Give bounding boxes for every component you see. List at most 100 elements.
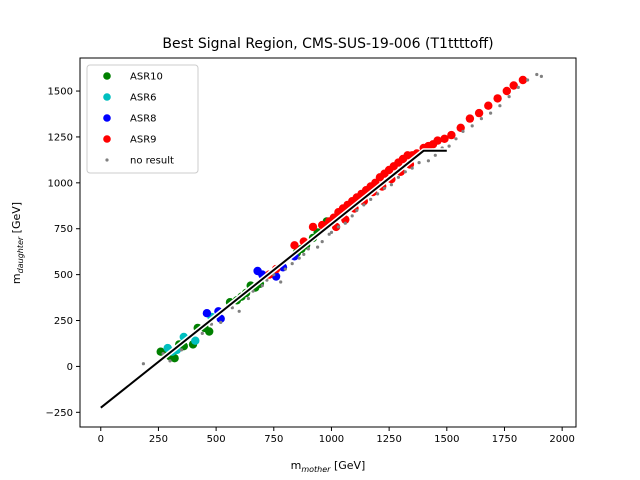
point [410, 166, 414, 170]
x-tick-label: 1750 [492, 434, 517, 445]
point [396, 175, 400, 179]
y-tick-label: 1250 [48, 132, 73, 143]
legend-label: ASR8 [130, 114, 157, 125]
point [461, 129, 465, 133]
point [279, 280, 283, 284]
x-axis: 0 250 500 750 1000 1250 1500 1750 2000 [98, 427, 575, 445]
x-tick-label: 1250 [376, 434, 401, 445]
point [516, 85, 520, 89]
y-tick-label: 0 [67, 362, 73, 373]
x-tick-label: 0 [98, 434, 104, 445]
point [170, 354, 179, 363]
legend-marker [103, 114, 111, 122]
point [433, 153, 437, 157]
point [191, 336, 200, 345]
point [539, 74, 544, 78]
legend-marker [103, 135, 111, 143]
legend-entry: ASR9 [103, 135, 157, 146]
point [382, 186, 387, 190]
y-tick-label: 750 [54, 224, 73, 235]
plot-frame [79, 57, 577, 428]
point [509, 81, 518, 90]
x-tick-label: 500 [207, 434, 226, 445]
y-axis-title: mdaughter [GeV] [10, 202, 25, 284]
exclusion-line [100, 149, 447, 409]
x-tick-label: 2000 [549, 434, 574, 445]
y-tick-label: −250 [46, 408, 73, 419]
x-axis-title-main: m [291, 459, 302, 472]
legend-box [86, 64, 199, 174]
point [306, 247, 310, 251]
point [454, 137, 458, 141]
point [230, 306, 234, 310]
legend-label: ASR9 [130, 135, 157, 146]
legend-entry: ASR10 [103, 72, 163, 83]
point [202, 309, 212, 318]
point [260, 284, 264, 288]
legend-label: ASR6 [130, 93, 157, 104]
x-tick-label: 250 [149, 434, 168, 445]
y-axis: −250 0 250 500 750 1000 1250 1500 [46, 87, 80, 419]
legend-marker [105, 158, 109, 162]
point [316, 245, 320, 249]
point [369, 197, 373, 201]
x-tick-label: 1500 [434, 434, 459, 445]
point [447, 130, 456, 140]
legend-entry: ASR8 [103, 114, 157, 125]
y-tick-label: 250 [54, 316, 73, 327]
point [507, 95, 511, 99]
legend-marker [103, 72, 111, 80]
x-tick-label: 1000 [319, 434, 344, 445]
point [489, 111, 493, 115]
point [465, 114, 475, 123]
point [389, 183, 393, 187]
point [526, 78, 530, 82]
y-tick-label: 500 [54, 270, 73, 281]
point [518, 75, 528, 85]
point [179, 348, 184, 352]
point [246, 296, 250, 301]
x-axis-title: mmother [GeV] [291, 459, 366, 474]
point [290, 241, 299, 250]
point [440, 134, 449, 143]
series-no-result [141, 72, 544, 366]
legend-label: ASR10 [130, 72, 163, 83]
point [403, 170, 407, 174]
point [447, 144, 451, 148]
point [362, 203, 366, 207]
point [417, 161, 421, 165]
point [283, 267, 287, 271]
point [308, 222, 318, 232]
x-axis-title-subscript: mother [301, 465, 331, 474]
point [484, 101, 493, 110]
point [336, 225, 340, 229]
point [237, 309, 241, 313]
point [290, 262, 294, 266]
line-layer [99, 148, 447, 410]
point [498, 104, 502, 108]
x-tick-label: 750 [264, 434, 283, 445]
point [302, 252, 306, 256]
point [200, 331, 204, 335]
point [470, 124, 474, 128]
x-axis-title-unit: [GeV] [330, 459, 365, 472]
point [219, 320, 223, 324]
y-tick-label: 1000 [48, 178, 73, 189]
point [535, 72, 539, 77]
data-points [141, 72, 544, 366]
point [205, 327, 214, 336]
point [376, 192, 380, 196]
point [479, 117, 483, 121]
point [426, 159, 430, 163]
y-axis-title-main: m [10, 273, 23, 284]
y-axis-title-unit: [GeV] [10, 202, 23, 237]
point [329, 230, 334, 234]
legend-label: no result [130, 156, 174, 167]
point [168, 359, 172, 363]
point [320, 240, 324, 244]
point [327, 232, 331, 236]
point [474, 108, 484, 118]
legend: ASR10 ASR6 ASR8 ASR9 no result [86, 64, 199, 174]
point [433, 136, 442, 145]
